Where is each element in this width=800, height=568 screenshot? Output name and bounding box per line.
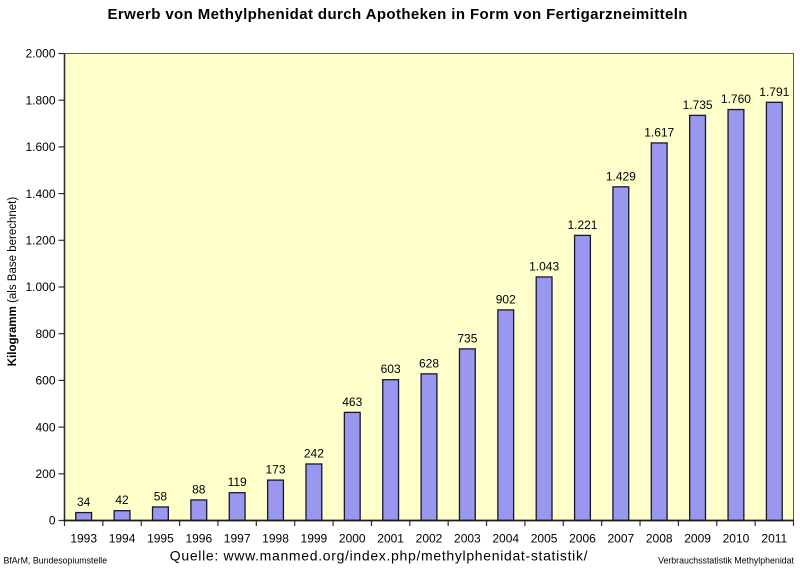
svg-text:800: 800 [35, 327, 55, 341]
svg-text:1.221: 1.221 [567, 218, 597, 232]
svg-text:1.791: 1.791 [759, 85, 789, 99]
svg-text:Erwerb von Methylphenidat durc: Erwerb von Methylphenidat durch Apotheke… [108, 6, 688, 23]
svg-text:2005: 2005 [531, 531, 558, 545]
svg-text:1.043: 1.043 [529, 259, 559, 273]
svg-text:2011: 2011 [761, 531, 787, 545]
svg-text:BfArM, Bundesopiumstelle: BfArM, Bundesopiumstelle [4, 556, 108, 566]
svg-text:2006: 2006 [569, 531, 596, 545]
svg-text:34: 34 [77, 495, 91, 509]
svg-text:119: 119 [228, 475, 247, 489]
svg-text:2008: 2008 [646, 531, 673, 545]
svg-text:1.800: 1.800 [25, 93, 55, 107]
svg-text:2000: 2000 [339, 531, 366, 545]
svg-text:2002: 2002 [416, 531, 443, 545]
svg-text:400: 400 [35, 420, 55, 434]
svg-text:2004: 2004 [492, 531, 519, 545]
svg-text:628: 628 [419, 356, 439, 370]
svg-text:2010: 2010 [723, 531, 750, 545]
svg-text:1997: 1997 [224, 531, 251, 545]
svg-text:600: 600 [35, 374, 55, 388]
svg-text:1.760: 1.760 [721, 92, 751, 106]
svg-text:242: 242 [304, 446, 324, 460]
svg-text:2001: 2001 [377, 531, 404, 545]
svg-text:0: 0 [49, 514, 56, 528]
svg-text:1993: 1993 [70, 531, 97, 545]
svg-text:58: 58 [154, 489, 168, 503]
svg-text:42: 42 [115, 493, 129, 507]
svg-text:1.000: 1.000 [25, 280, 55, 294]
svg-text:2003: 2003 [454, 531, 481, 545]
svg-text:2007: 2007 [607, 531, 634, 545]
svg-text:1.400: 1.400 [25, 187, 55, 201]
svg-text:173: 173 [266, 463, 286, 477]
svg-text:1999: 1999 [301, 531, 328, 545]
svg-text:1.735: 1.735 [683, 98, 713, 112]
svg-text:1.617: 1.617 [644, 125, 674, 139]
svg-text:1.429: 1.429 [606, 169, 636, 183]
svg-text:603: 603 [381, 362, 401, 376]
svg-text:1995: 1995 [147, 531, 174, 545]
svg-text:1.600: 1.600 [25, 140, 55, 154]
svg-text:200: 200 [35, 467, 55, 481]
svg-text:735: 735 [457, 331, 477, 345]
svg-text:Verbrauchsstatistik Methylphen: Verbrauchsstatistik Methylphenidat [658, 556, 794, 566]
svg-text:Quelle: www.manmed.org/index.p: Quelle: www.manmed.org/index.php/methylp… [170, 548, 588, 564]
svg-text:1998: 1998 [262, 531, 289, 545]
svg-text:2009: 2009 [684, 531, 711, 545]
svg-text:463: 463 [342, 395, 362, 409]
svg-text:1996: 1996 [185, 531, 212, 545]
svg-text:Kilogramm (als Base berechnet): Kilogramm (als Base berechnet) [7, 197, 19, 367]
svg-text:902: 902 [496, 292, 516, 306]
svg-text:1.200: 1.200 [25, 234, 55, 248]
svg-text:2.000: 2.000 [25, 47, 55, 61]
svg-text:1994: 1994 [109, 531, 136, 545]
svg-text:88: 88 [192, 482, 206, 496]
